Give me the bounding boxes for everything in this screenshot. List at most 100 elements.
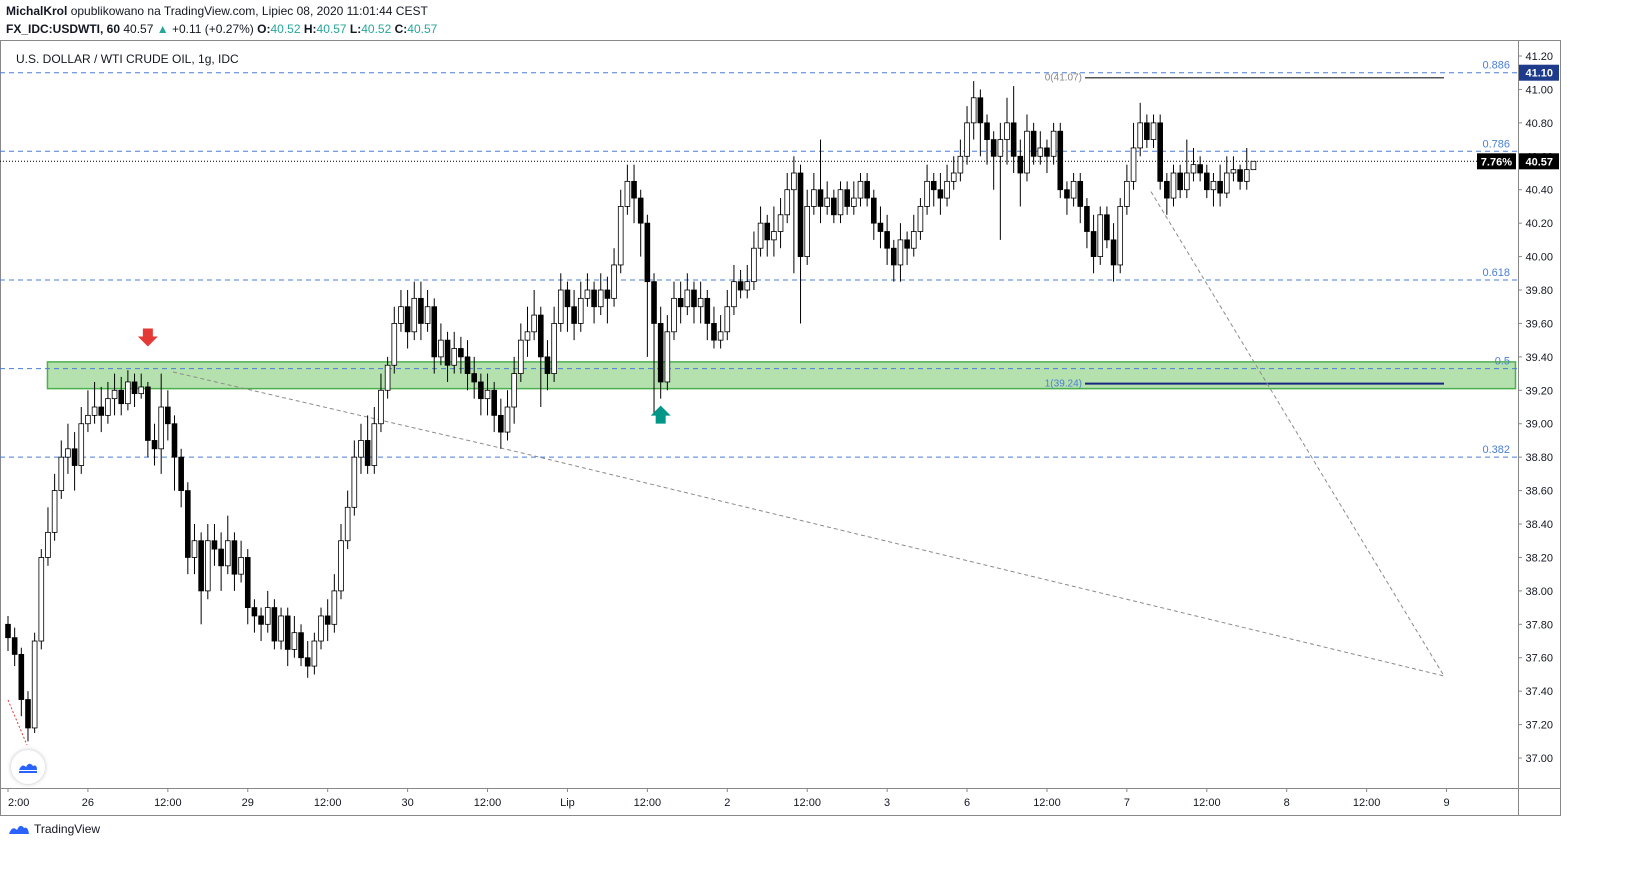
candle-body	[611, 264, 617, 299]
candle	[664, 315, 671, 391]
candle-body	[538, 314, 544, 358]
candle	[45, 507, 51, 566]
candle	[418, 281, 424, 341]
candle-body	[118, 389, 125, 405]
candle	[1044, 139, 1050, 174]
candle-body	[997, 139, 1004, 157]
candle-body	[471, 373, 477, 383]
tradingview-badge-icon[interactable]	[11, 750, 45, 784]
candle	[544, 340, 551, 391]
candle-body	[384, 364, 391, 391]
candle	[811, 173, 817, 215]
candle-body	[491, 389, 497, 416]
candle	[837, 181, 844, 224]
candle-body	[1117, 206, 1124, 266]
published-text: opublikowano na TradingView.com, Lipiec …	[70, 4, 428, 18]
close-value: 40.57	[407, 22, 438, 36]
candle-body	[198, 540, 204, 592]
chart-border	[0, 40, 1561, 816]
candle-body	[744, 281, 751, 291]
candle	[398, 290, 404, 332]
candle-body	[85, 414, 91, 425]
arrow-up-icon	[650, 405, 671, 424]
candle	[178, 448, 184, 508]
candle-body	[671, 297, 677, 333]
candle	[204, 524, 211, 600]
candle	[244, 549, 251, 625]
candle	[451, 331, 458, 374]
candle	[444, 331, 451, 382]
y-tick-label: 39.20	[1525, 385, 1553, 397]
candle	[271, 599, 278, 650]
candle	[278, 607, 284, 650]
candle-body	[924, 180, 930, 207]
tradingview-logo-icon	[9, 825, 29, 834]
last-price-badge	[1519, 153, 1559, 170]
candle	[1150, 114, 1157, 148]
candle	[1237, 164, 1243, 190]
candle-body	[764, 222, 771, 241]
candle	[757, 206, 764, 257]
candle	[1117, 198, 1124, 274]
y-tick-label: 39.80	[1525, 285, 1553, 297]
candle	[884, 214, 890, 265]
y-tick-label: 37.20	[1525, 720, 1553, 732]
candle	[984, 114, 990, 165]
candle	[284, 607, 291, 667]
candle	[1184, 139, 1190, 199]
support-zone	[46, 361, 1517, 390]
candle	[145, 381, 151, 458]
candle	[131, 373, 138, 408]
candle	[751, 231, 757, 291]
candle-body	[371, 423, 378, 466]
candle-body	[970, 97, 977, 124]
candle-body	[458, 348, 464, 358]
candle	[158, 373, 164, 474]
projection-path	[172, 189, 1446, 677]
candle	[797, 164, 804, 324]
candle	[950, 156, 957, 190]
fib-top-label: 0(41.07)	[1045, 73, 1082, 84]
candle-body	[884, 231, 890, 249]
candle	[764, 214, 771, 257]
x-tick-label: 12:00	[474, 797, 502, 809]
candle-body	[1210, 180, 1217, 191]
candle-body	[644, 222, 651, 283]
candle-body	[1050, 130, 1057, 157]
candle	[917, 198, 924, 240]
candle-body	[717, 331, 724, 341]
candle-body	[990, 139, 997, 157]
candle-body	[204, 540, 211, 592]
candle-body	[58, 456, 65, 491]
low-label: L:	[349, 22, 362, 36]
candle	[1064, 181, 1070, 215]
candle-body	[904, 239, 910, 249]
candle	[358, 423, 364, 474]
candle	[138, 373, 145, 399]
candle	[304, 641, 311, 678]
y-tick-label: 41.00	[1525, 84, 1553, 96]
candle-body	[304, 657, 311, 667]
candle	[1243, 147, 1250, 190]
candle-body	[831, 197, 837, 216]
candle-body	[251, 607, 258, 617]
author-name: MichalKrol	[6, 4, 68, 18]
candle-body	[1090, 231, 1097, 257]
candle	[125, 370, 131, 411]
candle-body	[737, 281, 744, 291]
candle	[38, 549, 45, 650]
candle	[231, 532, 238, 591]
candle	[831, 189, 837, 224]
candle-body	[231, 540, 238, 575]
y-tick-label: 40.00	[1525, 252, 1553, 264]
pct-label: 7.76%	[1481, 156, 1512, 168]
candle	[997, 122, 1004, 240]
candle-body	[278, 615, 284, 642]
candle-body	[438, 339, 444, 358]
candle	[298, 624, 304, 667]
candle-body	[111, 389, 118, 400]
candle-body	[324, 615, 331, 625]
candle	[504, 390, 511, 441]
candle-body	[804, 206, 810, 257]
